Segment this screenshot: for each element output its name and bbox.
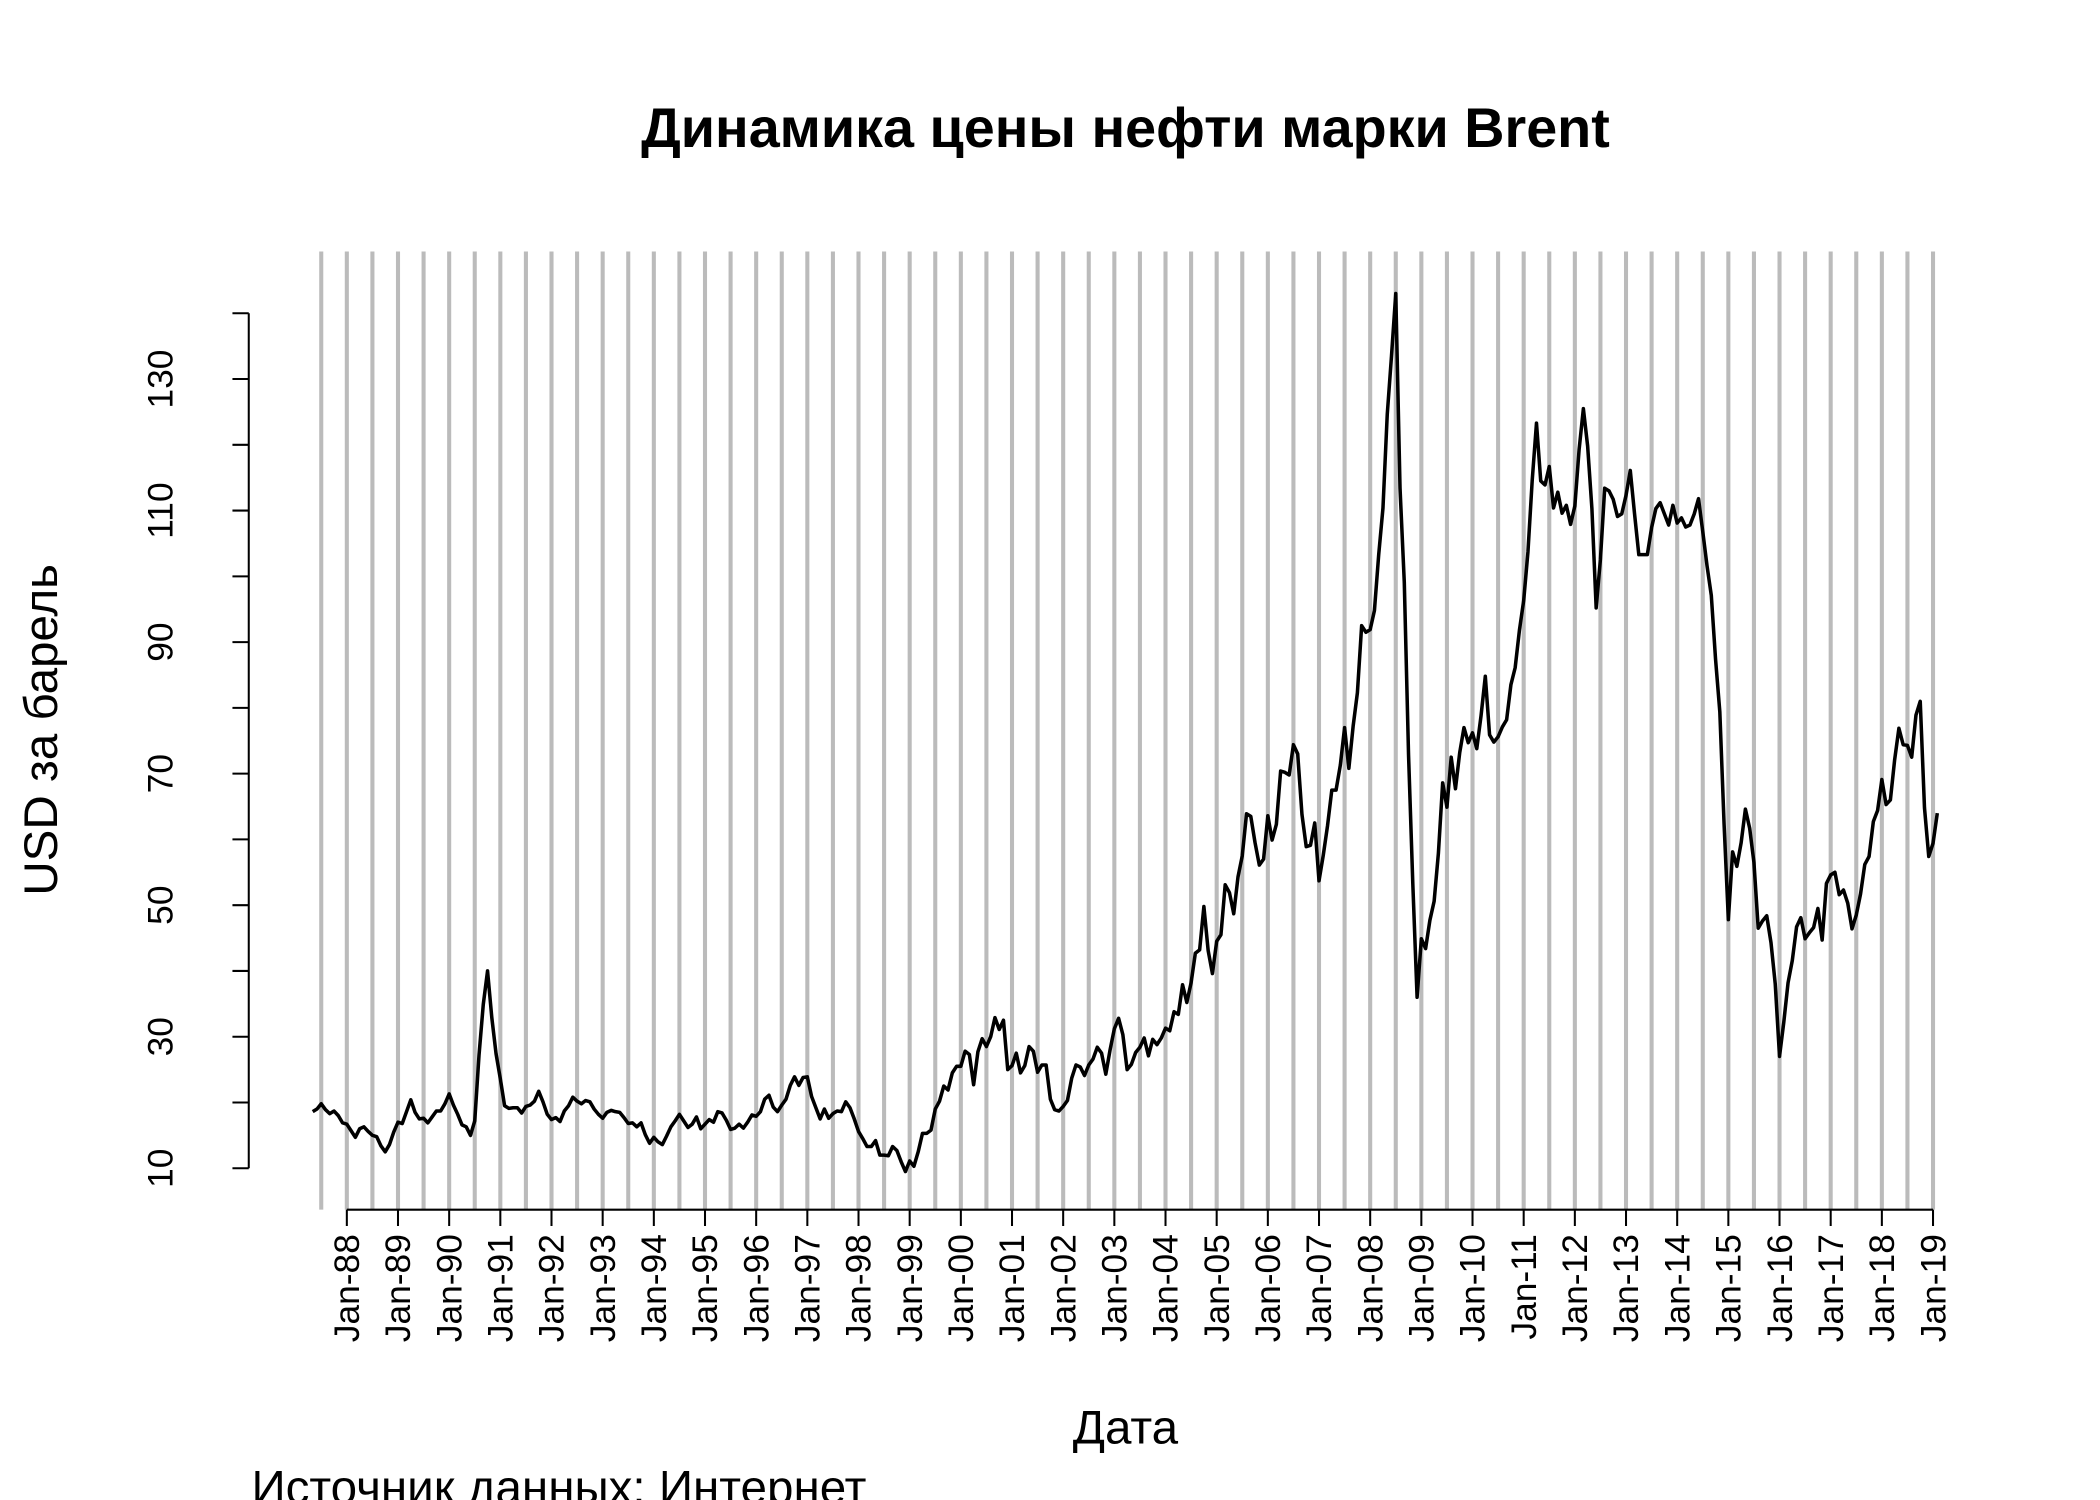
x-tick-label: Jan-18 xyxy=(1863,1234,1902,1342)
price-line xyxy=(311,291,1940,1174)
x-tick-label: Jan-05 xyxy=(1198,1234,1237,1342)
x-tick-label: Jan-90 xyxy=(430,1234,469,1342)
y-tick-label: 90 xyxy=(142,622,181,661)
y-tick-label: 50 xyxy=(142,886,181,925)
x-tick-label: Jan-01 xyxy=(993,1234,1032,1342)
x-tick-label: Jan-09 xyxy=(1403,1234,1442,1342)
x-axis-label: Дата xyxy=(1073,1401,1179,1454)
y-tick-label: 130 xyxy=(142,350,181,409)
x-tick-label: Jan-93 xyxy=(584,1234,623,1342)
source-note: Источник данных: Интернет xyxy=(251,1461,866,1500)
x-tick-label: Jan-08 xyxy=(1351,1234,1390,1342)
x-tick-label: Jan-96 xyxy=(737,1234,776,1342)
x-tick-label: Jan-02 xyxy=(1044,1234,1083,1342)
x-tick-label: Jan-16 xyxy=(1761,1234,1800,1342)
x-tick-label: Jan-10 xyxy=(1454,1234,1493,1342)
x-tick-label: Jan-15 xyxy=(1710,1234,1749,1342)
x-tick-label: Jan-03 xyxy=(1096,1234,1135,1342)
y-tick-label: 30 xyxy=(142,1017,181,1056)
plot-area xyxy=(311,291,1940,1174)
y-tick-label: 110 xyxy=(142,482,181,538)
x-tick-label: Jan-04 xyxy=(1147,1234,1186,1342)
grid xyxy=(319,251,1936,1210)
x-tick-label: Jan-00 xyxy=(942,1234,981,1342)
x-tick-label: Jan-95 xyxy=(686,1234,725,1342)
x-tick-label: Jan-19 xyxy=(1914,1234,1953,1342)
x-tick-label: Jan-89 xyxy=(379,1234,418,1342)
x-tick-label: Jan-07 xyxy=(1300,1234,1339,1342)
x-tick-label: Jan-06 xyxy=(1249,1234,1288,1342)
x-tick-label: Jan-99 xyxy=(891,1234,930,1342)
x-tick-label: Jan-11 xyxy=(1505,1234,1544,1339)
y-axis-label: USD за барель xyxy=(15,564,68,896)
x-tick-label: Jan-98 xyxy=(840,1234,879,1342)
x-tick-label: Jan-14 xyxy=(1658,1234,1697,1342)
x-tick-label: Jan-92 xyxy=(533,1234,572,1342)
x-tick-label: Jan-17 xyxy=(1812,1234,1851,1342)
chart-title: Динамика цены нефти марки Brent xyxy=(641,97,1610,159)
x-tick-label: Jan-91 xyxy=(482,1234,521,1342)
y-tick-label: 70 xyxy=(142,754,181,793)
x-tick-label: Jan-94 xyxy=(635,1234,674,1342)
x-tick-label: Jan-88 xyxy=(328,1234,367,1342)
x-tick-label: Jan-97 xyxy=(789,1234,828,1342)
x-tick-label: Jan-13 xyxy=(1607,1234,1646,1342)
axes: 10 30 50 70 90 110 130 Jan-88 Jan-89 Jan-90 Jan-91… xyxy=(142,312,1953,1342)
x-tick-label: Jan-12 xyxy=(1556,1234,1595,1342)
y-tick-label: 10 xyxy=(142,1149,181,1188)
